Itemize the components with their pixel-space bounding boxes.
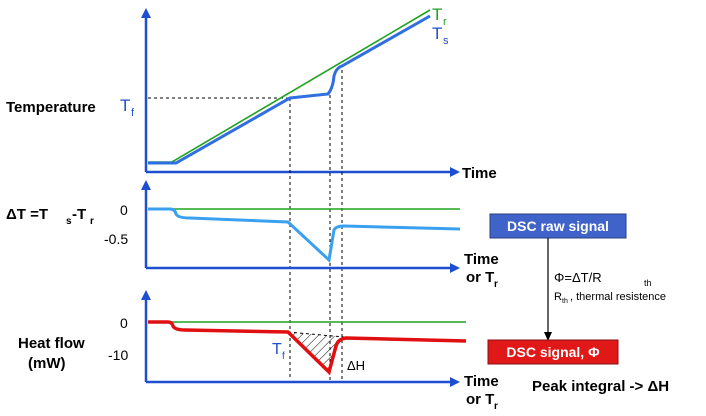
delta-tick-0: 0 [120,202,128,218]
heat-tick-0: 0 [120,315,128,331]
ts-label: T [432,24,442,43]
dsc-raw-signal-text: DSC raw signal [507,218,609,234]
heat-tick-minus-10: -10 [108,347,128,363]
delta-x-label-line1: Time [464,251,499,268]
temperature-y-arrow [141,8,151,18]
ts-sub: s [443,35,449,47]
ts-curve [148,14,431,165]
formula-text: Φ=ΔT/R [554,270,602,285]
rth-label: R [554,291,562,303]
delta-h-label: ΔH [347,358,365,373]
rth-sub: th [562,298,568,305]
delta-t-panel: ΔT =T s -T r 0 -0.5 Time or T r [6,180,499,290]
tf-sub: f [131,107,135,119]
heat-y-arrow [141,290,151,300]
delta-x-label-line2: or T [466,269,494,286]
temperature-panel: Temperature T f T r T s Time [6,5,497,380]
delta-x-arrow [450,263,460,273]
delta-y-arrow [141,180,151,190]
tr-label: T [432,5,442,24]
tr-sub: r [443,16,447,28]
heat-tf-label: T [272,341,282,358]
rth-description: , thermal resistence [570,291,666,303]
heat-flow-panel: Heat flow (mW) 0 -10 T f ΔH Time or T r [18,290,499,412]
heat-x-label-line2: or T [466,391,494,408]
heat-x-arrow [450,377,460,387]
delta-t-label-s: s [66,216,72,227]
dsc-signal-text: DSC signal, Φ [506,344,600,360]
tr-line [148,9,431,163]
delta-x-label-sub: r [494,279,498,290]
heat-x-label-sub: r [494,401,498,411]
peak-integral-text: Peak integral -> ΔH [532,378,669,395]
delta-t-label-mid: -T [72,206,86,223]
heat-flow-label-line2: (mW) [28,355,66,372]
heat-x-label-line1: Time [464,373,499,390]
dsc-signal-box: DSC signal, Φ [487,339,619,365]
formula-sub: th [644,278,652,288]
delta-t-label-prefix: ΔT =T [6,206,48,223]
heat-flow-curve [148,320,467,376]
temperature-x-label: Time [462,165,497,182]
heat-tf-sub: f [282,351,285,362]
tf-label: T [120,96,130,115]
heat-flow-label-line1: Heat flow [18,335,85,352]
delta-t-label-r: r [90,216,94,227]
conversion-arrow-head [544,332,552,341]
temperature-label: Temperature [6,99,96,116]
dsc-raw-signal-box: DSC raw signal [489,213,627,239]
delta-curve [148,207,461,263]
temperature-x-arrow [450,167,460,177]
delta-tick-minus-0-5: -0.5 [104,231,128,247]
